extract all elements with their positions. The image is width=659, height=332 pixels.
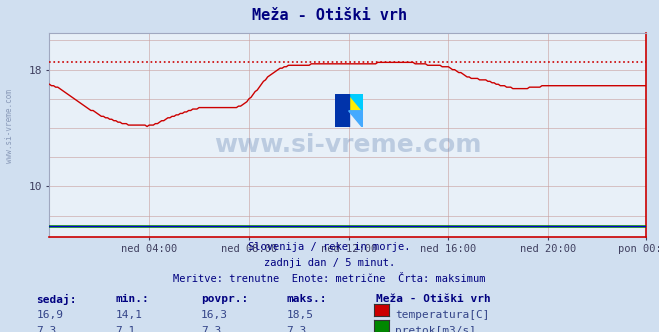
Text: sedaj:: sedaj:	[36, 294, 76, 305]
Text: Slovenija / reke in morje.: Slovenija / reke in morje.	[248, 242, 411, 252]
Text: 7,3: 7,3	[287, 326, 307, 332]
Polygon shape	[349, 111, 362, 127]
Text: maks.:: maks.:	[287, 294, 327, 304]
Text: 16,3: 16,3	[201, 310, 228, 320]
Polygon shape	[335, 94, 349, 127]
Polygon shape	[349, 94, 362, 111]
Text: Meža - Otiški vrh: Meža - Otiški vrh	[376, 294, 490, 304]
Text: 7,3: 7,3	[201, 326, 221, 332]
Text: 18,5: 18,5	[287, 310, 314, 320]
Text: min.:: min.:	[115, 294, 149, 304]
Polygon shape	[349, 94, 362, 111]
Text: www.si-vreme.com: www.si-vreme.com	[5, 89, 14, 163]
Text: pretok[m3/s]: pretok[m3/s]	[395, 326, 476, 332]
Text: Meža - Otiški vrh: Meža - Otiški vrh	[252, 8, 407, 23]
Text: 7,1: 7,1	[115, 326, 136, 332]
Text: 7,3: 7,3	[36, 326, 57, 332]
Text: 14,1: 14,1	[115, 310, 142, 320]
Text: povpr.:: povpr.:	[201, 294, 248, 304]
Text: 16,9: 16,9	[36, 310, 63, 320]
Text: temperatura[C]: temperatura[C]	[395, 310, 490, 320]
Text: Meritve: trenutne  Enote: metrične  Črta: maksimum: Meritve: trenutne Enote: metrične Črta: …	[173, 274, 486, 284]
Text: www.si-vreme.com: www.si-vreme.com	[214, 133, 481, 157]
Text: zadnji dan / 5 minut.: zadnji dan / 5 minut.	[264, 258, 395, 268]
